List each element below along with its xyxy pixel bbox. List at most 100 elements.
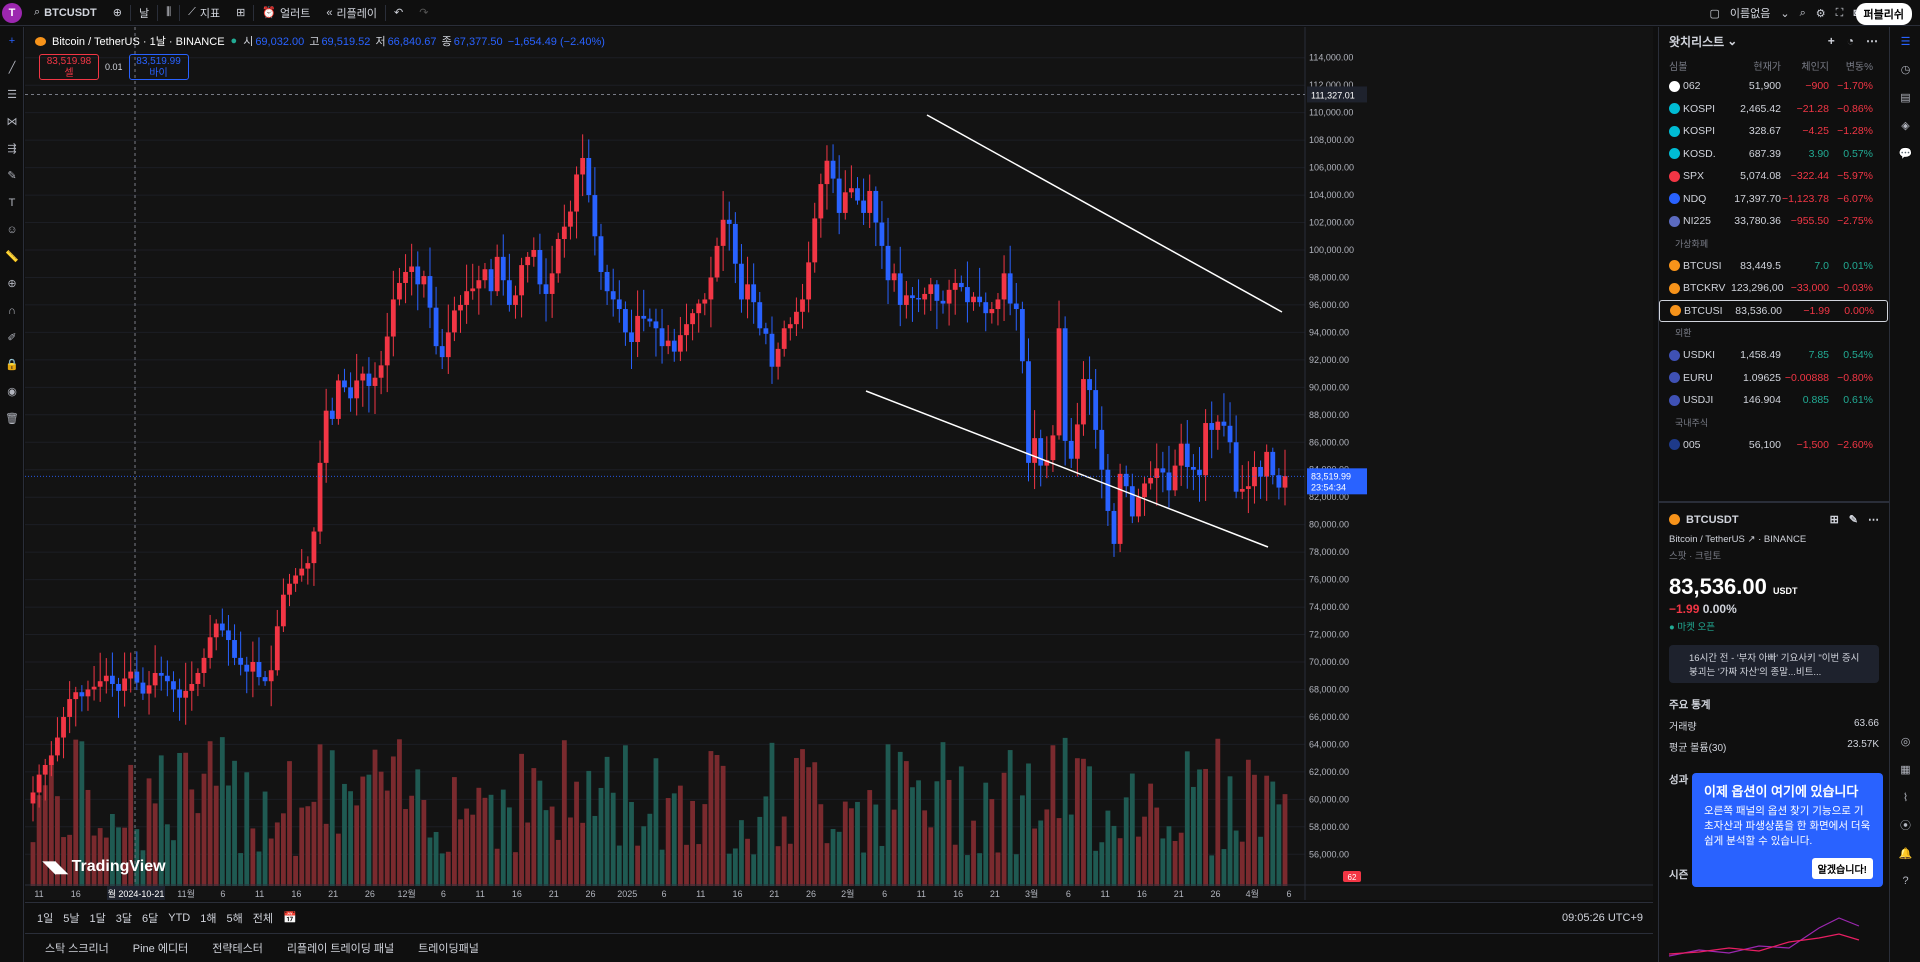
chat-icon[interactable]: 💬 xyxy=(1898,147,1913,160)
news-item[interactable]: 16시간 전 - '부자 아빠' 기요사키 "이번 증시 붕괴는 '가짜 자산'… xyxy=(1669,645,1879,683)
replay-button[interactable]: «리플레이 xyxy=(318,0,385,26)
watchlist-group[interactable]: 가상화폐 xyxy=(1675,238,1709,249)
eye-icon[interactable]: ◉ xyxy=(7,386,17,398)
tab-replay-trading[interactable]: 리플레이 트레이딩 패널 xyxy=(286,943,395,955)
watchlist-row[interactable]: SPX 5,074.08 −322.44 −5.97% xyxy=(1659,165,1888,188)
forecast-icon[interactable]: ⇶ xyxy=(7,143,17,155)
watchlist-row[interactable]: NI225 33,780.36 −955.50 −2.75% xyxy=(1659,210,1888,233)
col-change[interactable]: 체인지 xyxy=(1801,61,1829,73)
tab-stock-screener[interactable]: 스탁 스크리너 xyxy=(45,943,109,955)
zoom-icon[interactable]: ⊕ xyxy=(7,278,17,290)
settings-icon[interactable]: ⚙ xyxy=(1815,7,1826,20)
lock-icon[interactable]: 🔒 xyxy=(5,359,19,371)
candle-body xyxy=(470,288,476,292)
publish-button[interactable]: 퍼블리쉬 xyxy=(1855,3,1912,25)
symbol-search-button[interactable]: ⌕ BTCUSDT xyxy=(26,0,105,26)
col-change-pct[interactable]: 변동% xyxy=(1845,61,1873,73)
undo-button[interactable]: ↶ xyxy=(386,0,411,26)
calendar-icon[interactable]: ▦ xyxy=(1900,763,1911,776)
watchlist-row[interactable]: EURU 1.09625 −0.00888 −0.80% xyxy=(1659,367,1888,390)
chart-type-button[interactable]: ⫼ xyxy=(158,0,179,26)
layers-icon[interactable]: ◈ xyxy=(1901,119,1910,132)
watchlist-row[interactable]: KOSPI 328.67 −4.25 −1.28% xyxy=(1659,120,1888,143)
target-icon[interactable]: ◎ xyxy=(1900,735,1911,748)
chart-title[interactable]: Bitcoin / TetherUS · 1날 · BINANCE xyxy=(52,36,225,48)
ruler-icon[interactable]: 📏 xyxy=(5,251,19,263)
range-3m[interactable]: 3달 xyxy=(115,912,132,925)
detail-fullname[interactable]: Bitcoin / TetherUS xyxy=(1669,534,1745,545)
layout-icon[interactable]: ▢ xyxy=(1709,7,1720,20)
tab-pine-editor[interactable]: Pine 에디터 xyxy=(132,943,189,955)
indicators-button[interactable]: ⟋ 지표 xyxy=(180,0,228,26)
watchlist-group[interactable]: 외환 xyxy=(1675,328,1692,338)
more-icon[interactable]: ⋯ xyxy=(1866,34,1878,48)
text-icon[interactable]: T xyxy=(8,196,16,209)
watchlist-row[interactable]: NDQ 17,397.70 −1,123.78 −6.07% xyxy=(1659,188,1888,211)
pattern-icon[interactable]: ⋈ xyxy=(6,116,18,128)
watchlist-row[interactable]: 005 56,100 −1,500 −2.60% xyxy=(1659,434,1888,457)
price-chart-svg[interactable]: 114,000.00 112,000.00 110,000.00 108,000.00… xyxy=(25,27,1653,900)
trendline-icon[interactable]: ╱ xyxy=(8,62,16,74)
col-symbol[interactable]: 심볼 xyxy=(1669,61,1688,73)
range-1d[interactable]: 1일 xyxy=(37,912,54,925)
range-5d[interactable]: 5날 xyxy=(63,912,80,925)
watchlist-title[interactable]: 왓치리스트 xyxy=(1669,34,1725,49)
edit-icon[interactable]: ✎ xyxy=(1848,514,1858,526)
magnet-icon[interactable]: ∩ xyxy=(8,304,16,317)
range-ytd[interactable]: YTD xyxy=(168,911,191,924)
emoji-icon[interactable]: ☺ xyxy=(6,223,18,236)
advanced-view-icon[interactable]: ◔ xyxy=(1846,34,1854,48)
range-1y[interactable]: 1해 xyxy=(200,912,217,925)
fullscreen-icon[interactable]: ⛶ xyxy=(1835,6,1844,19)
buy-button[interactable]: 83,519.99 바이 xyxy=(128,54,189,80)
tab-trading-panel[interactable]: 트레이딩패널 xyxy=(418,943,479,955)
help-icon[interactable]: ? xyxy=(1902,875,1909,887)
chevron-down-icon[interactable]: ⌄ xyxy=(1780,7,1790,20)
options-icon[interactable]: ⌇ xyxy=(1902,791,1909,804)
col-last[interactable]: 현재가 xyxy=(1753,61,1781,73)
alert-button[interactable]: ⏰ 얼러트 xyxy=(254,0,318,26)
notification-icon[interactable]: 🔔 xyxy=(1898,847,1913,860)
trash-icon[interactable]: 🗑 xyxy=(5,413,19,425)
grid-icon[interactable]: ⊞ xyxy=(1829,514,1839,526)
watchlist-row[interactable]: KOSPI 2,465.42 −21.28 −0.86% xyxy=(1659,98,1888,121)
watchlist-row[interactable]: BTCUSI 83,536.00 −1.99 0.00% xyxy=(1659,299,1888,322)
tooltip-ok-button[interactable]: 알겠습니다! xyxy=(1811,858,1873,879)
detail-symbol[interactable]: BTCUSDT xyxy=(1686,513,1739,526)
fib-icon[interactable]: ☰ xyxy=(7,89,17,101)
watchlist-row[interactable]: BTCUSI 83,449.5 7.0 0.01% xyxy=(1659,255,1888,278)
broadcast-icon[interactable]: ⦿ xyxy=(1900,820,1911,832)
templates-button[interactable]: ⊞ xyxy=(228,0,253,26)
sell-button[interactable]: 83,519.98 셀 xyxy=(39,54,99,80)
range-1m[interactable]: 1달 xyxy=(89,912,106,925)
compare-button[interactable]: ⊕ xyxy=(105,0,130,26)
watchlist-icon[interactable]: ☰ xyxy=(1900,35,1911,48)
chevron-down-icon[interactable]: ⌄ xyxy=(1727,34,1738,48)
data-window-icon[interactable]: ▤ xyxy=(1900,91,1911,104)
interval-button[interactable]: 날 xyxy=(138,7,150,20)
add-symbol-icon[interactable]: + xyxy=(1827,34,1835,48)
range-6m[interactable]: 6달 xyxy=(142,912,159,925)
clock[interactable]: 09:05:26 UTC+9 xyxy=(1561,911,1643,924)
watchlist-row[interactable]: USDKI 1,458.49 7.85 0.54% xyxy=(1659,344,1888,367)
watchlist-row[interactable]: BTCKRV 123,296,00 −33,000 −0.03% xyxy=(1659,277,1888,300)
watchlist-row[interactable]: USDJI 146.904 0.885 0.61% xyxy=(1659,389,1888,412)
watchlist-row[interactable]: 062 51,900 −900 −1.70% xyxy=(1659,75,1888,98)
alerts-clock-icon[interactable]: ◷ xyxy=(1900,63,1911,76)
brush-icon[interactable]: ✎ xyxy=(7,170,17,182)
user-avatar[interactable]: T xyxy=(2,2,22,23)
more-icon[interactable]: ⋯ xyxy=(1868,514,1879,526)
watchlist-group[interactable]: 국내주식 xyxy=(1675,417,1709,428)
stay-drawing-icon[interactable]: ✐ xyxy=(7,332,17,344)
layout-name[interactable]: 이름없음 xyxy=(1729,8,1771,20)
range-all[interactable]: 전체 xyxy=(252,912,273,925)
goto-date-icon[interactable]: 📅 xyxy=(283,912,297,924)
tab-strategy-tester[interactable]: 전략테스터 xyxy=(212,943,263,955)
range-5y[interactable]: 5해 xyxy=(226,912,243,925)
candle-body xyxy=(342,380,347,388)
chart-pane[interactable]: 114,000.00 112,000.00 110,000.00 108,000.00… xyxy=(25,27,1653,900)
redo-button[interactable]: ↷ xyxy=(411,0,436,26)
watchlist-row[interactable]: KOSD. 687.39 3.90 0.57% xyxy=(1659,143,1888,166)
quick-search-icon[interactable]: ⌕ xyxy=(1799,6,1806,19)
crosshair-icon[interactable]: + xyxy=(8,34,16,47)
